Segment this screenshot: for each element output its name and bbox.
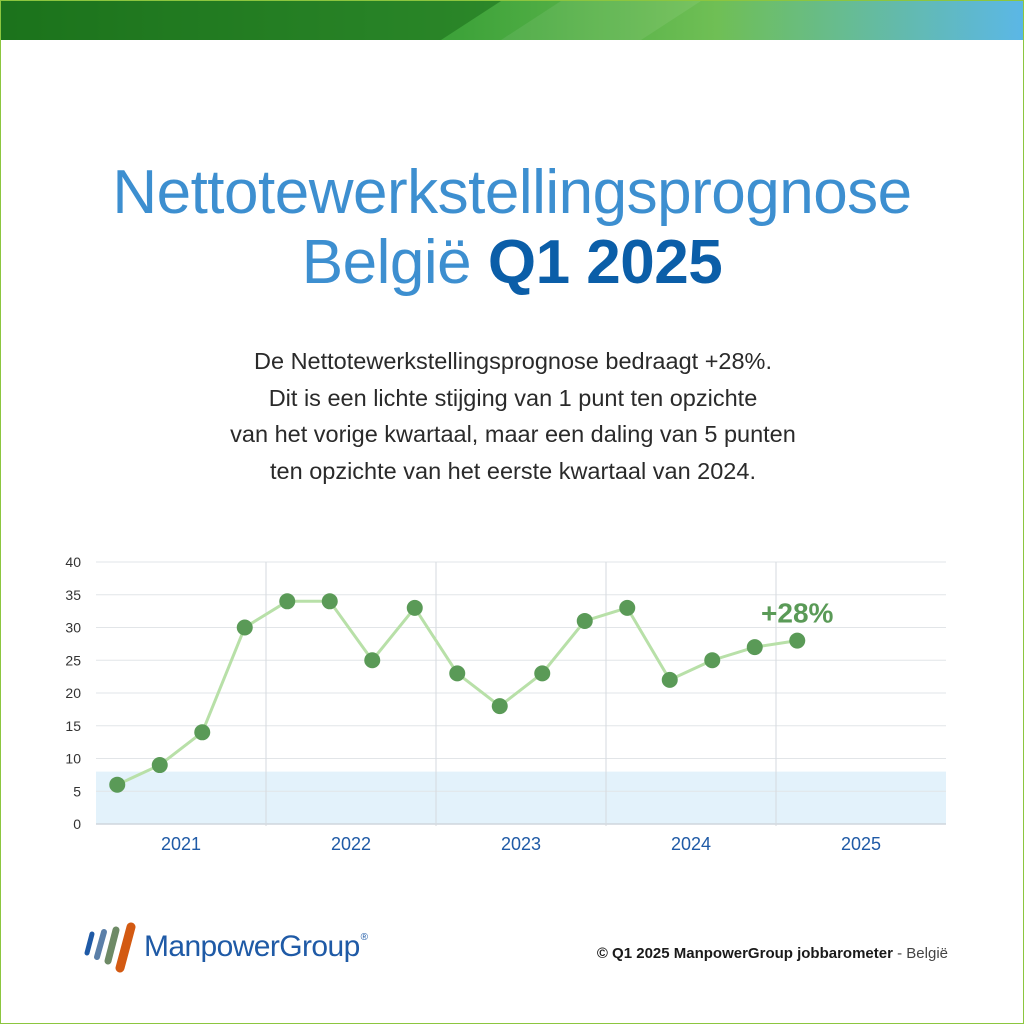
data-point (194, 724, 211, 741)
data-point (406, 599, 423, 616)
y-tick-label: 30 (65, 620, 81, 636)
data-point (746, 639, 763, 656)
data-point (449, 665, 466, 682)
description-line: van het vorige kwartaal, maar een daling… (230, 421, 796, 447)
x-tick-label: 2024 (671, 834, 711, 854)
data-point (364, 652, 381, 669)
data-point (279, 593, 296, 610)
y-tick-label: 35 (65, 587, 81, 603)
data-point (236, 619, 253, 636)
y-tick-label: 20 (65, 685, 81, 701)
footer-separator: - (892, 945, 907, 962)
logo-icon (84, 922, 136, 973)
x-tick-label: 2022 (331, 834, 371, 854)
y-tick-label: 10 (65, 751, 81, 767)
data-point (321, 593, 338, 610)
description: De Nettotewerkstellingsprognose bedraagt… (113, 343, 913, 489)
data-point (151, 757, 168, 774)
x-tick-label: 2023 (501, 834, 541, 854)
y-tick-label: 15 (65, 718, 81, 734)
data-point (576, 612, 593, 629)
top-gradient-band (1, 1, 1023, 40)
data-point (491, 698, 508, 715)
description-line: De Nettotewerkstellingsprognose bedraagt… (254, 348, 772, 374)
page-title: Nettotewerkstellingsprognose (112, 158, 912, 227)
data-point (534, 665, 551, 682)
data-point (619, 599, 636, 616)
registered-mark: ® (360, 932, 368, 943)
value-callout: +28% (761, 598, 833, 629)
logo-wordmark: ManpowerGroup® (144, 930, 368, 964)
footer-copyright: © Q1 2025 ManpowerGroup jobbarometer (596, 945, 893, 962)
footer-credit: © Q1 2025 ManpowerGroup jobbarometer - B… (597, 945, 948, 962)
y-tick-label: 0 (73, 816, 81, 832)
data-point (704, 652, 721, 669)
page-subtitle: België Q1 2025 (1, 227, 1023, 298)
data-point (789, 632, 806, 649)
footer-country: België (906, 945, 948, 962)
description-line: ten opzichte van het eerste kwartaal van… (270, 457, 756, 484)
y-tick-label: 5 (73, 783, 81, 799)
x-tick-label: 2021 (161, 834, 201, 854)
x-tick-label: 2025 (841, 834, 881, 854)
data-point (661, 671, 678, 688)
manpowergroup-logo: ManpowerGroup® (75, 920, 375, 976)
highlight-band (96, 771, 946, 824)
description-line: Dit is een lichte stijging van 1 punt te… (268, 384, 758, 411)
title-period: Q1 2025 (487, 228, 723, 297)
logo-name: ManpowerGroup (144, 930, 360, 963)
data-point (109, 776, 126, 793)
y-tick-label: 25 (65, 652, 81, 668)
title-country: België (301, 228, 472, 297)
y-tick-label: 40 (65, 554, 81, 570)
